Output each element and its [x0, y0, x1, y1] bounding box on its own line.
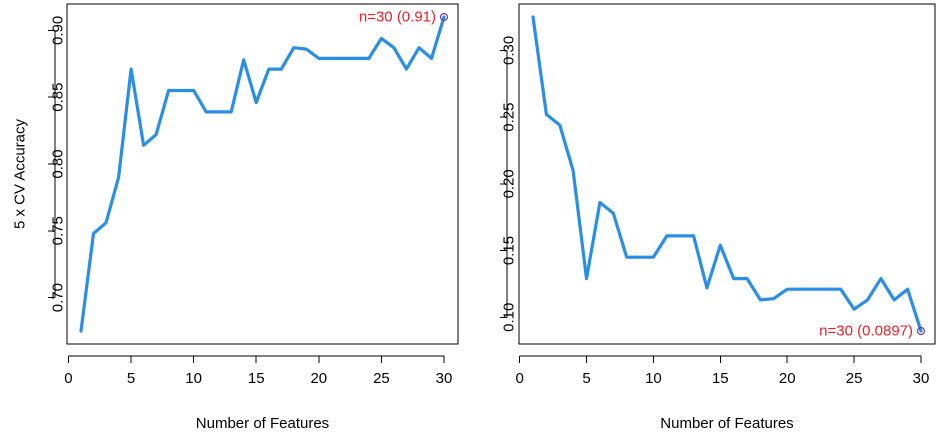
x-tick-label: 10	[185, 370, 202, 387]
y-tick-label: 0.70	[50, 283, 67, 312]
x-tick-label: 25	[373, 370, 390, 387]
y-tick-label: 0.20	[501, 169, 518, 198]
y-tick-label: 0.90	[50, 16, 67, 45]
plot-frame	[66, 3, 459, 345]
y-axis-label: 5 x CV Accuracy	[12, 118, 29, 229]
annotation-marker	[439, 12, 449, 22]
x-tick-label: 30	[436, 370, 453, 387]
x-tick-label: 15	[712, 370, 729, 387]
x-tick-label: 20	[779, 370, 796, 387]
annotation-marker	[916, 326, 926, 336]
y-tick-label: 0.30	[501, 36, 518, 65]
x-axis-label: Number of Features	[660, 415, 793, 432]
series-line	[531, 15, 923, 333]
series-line	[79, 15, 446, 333]
x-tick-label: 5	[127, 370, 135, 387]
error-chart: 0 5 10 15 20 25 30 Number of Features 0.10 0.15 0.…	[500, 3, 936, 432]
y-tick-label: 0.75	[50, 216, 67, 245]
y-tick-label: 0.85	[50, 83, 67, 112]
y-tick-label: 0.80	[50, 149, 67, 178]
x-tick-label: 5	[582, 370, 590, 387]
x-tick-label: 10	[645, 370, 662, 387]
annotation-label: n=30 (0.91)	[359, 9, 436, 26]
x-tick-label: 15	[248, 370, 265, 387]
x-tick-label: 0	[64, 370, 72, 387]
x-tick-label: 0	[515, 370, 523, 387]
y-tick-label: 0.15	[501, 236, 518, 265]
plot-frame	[518, 3, 936, 345]
annotation-label: n=30 (0.0897)	[819, 323, 913, 340]
accuracy-chart: 0 5 10 15 20 25 30 Number of Features 0.70 0.75 0.…	[12, 3, 459, 432]
x-axis-label: Number of Features	[196, 415, 329, 432]
x-tick-label: 20	[310, 370, 327, 387]
x-tick-label: 30	[913, 370, 930, 387]
y-tick-label: 0.10	[501, 303, 518, 332]
y-tick-label: 0.25	[501, 102, 518, 131]
x-tick-label: 25	[846, 370, 863, 387]
